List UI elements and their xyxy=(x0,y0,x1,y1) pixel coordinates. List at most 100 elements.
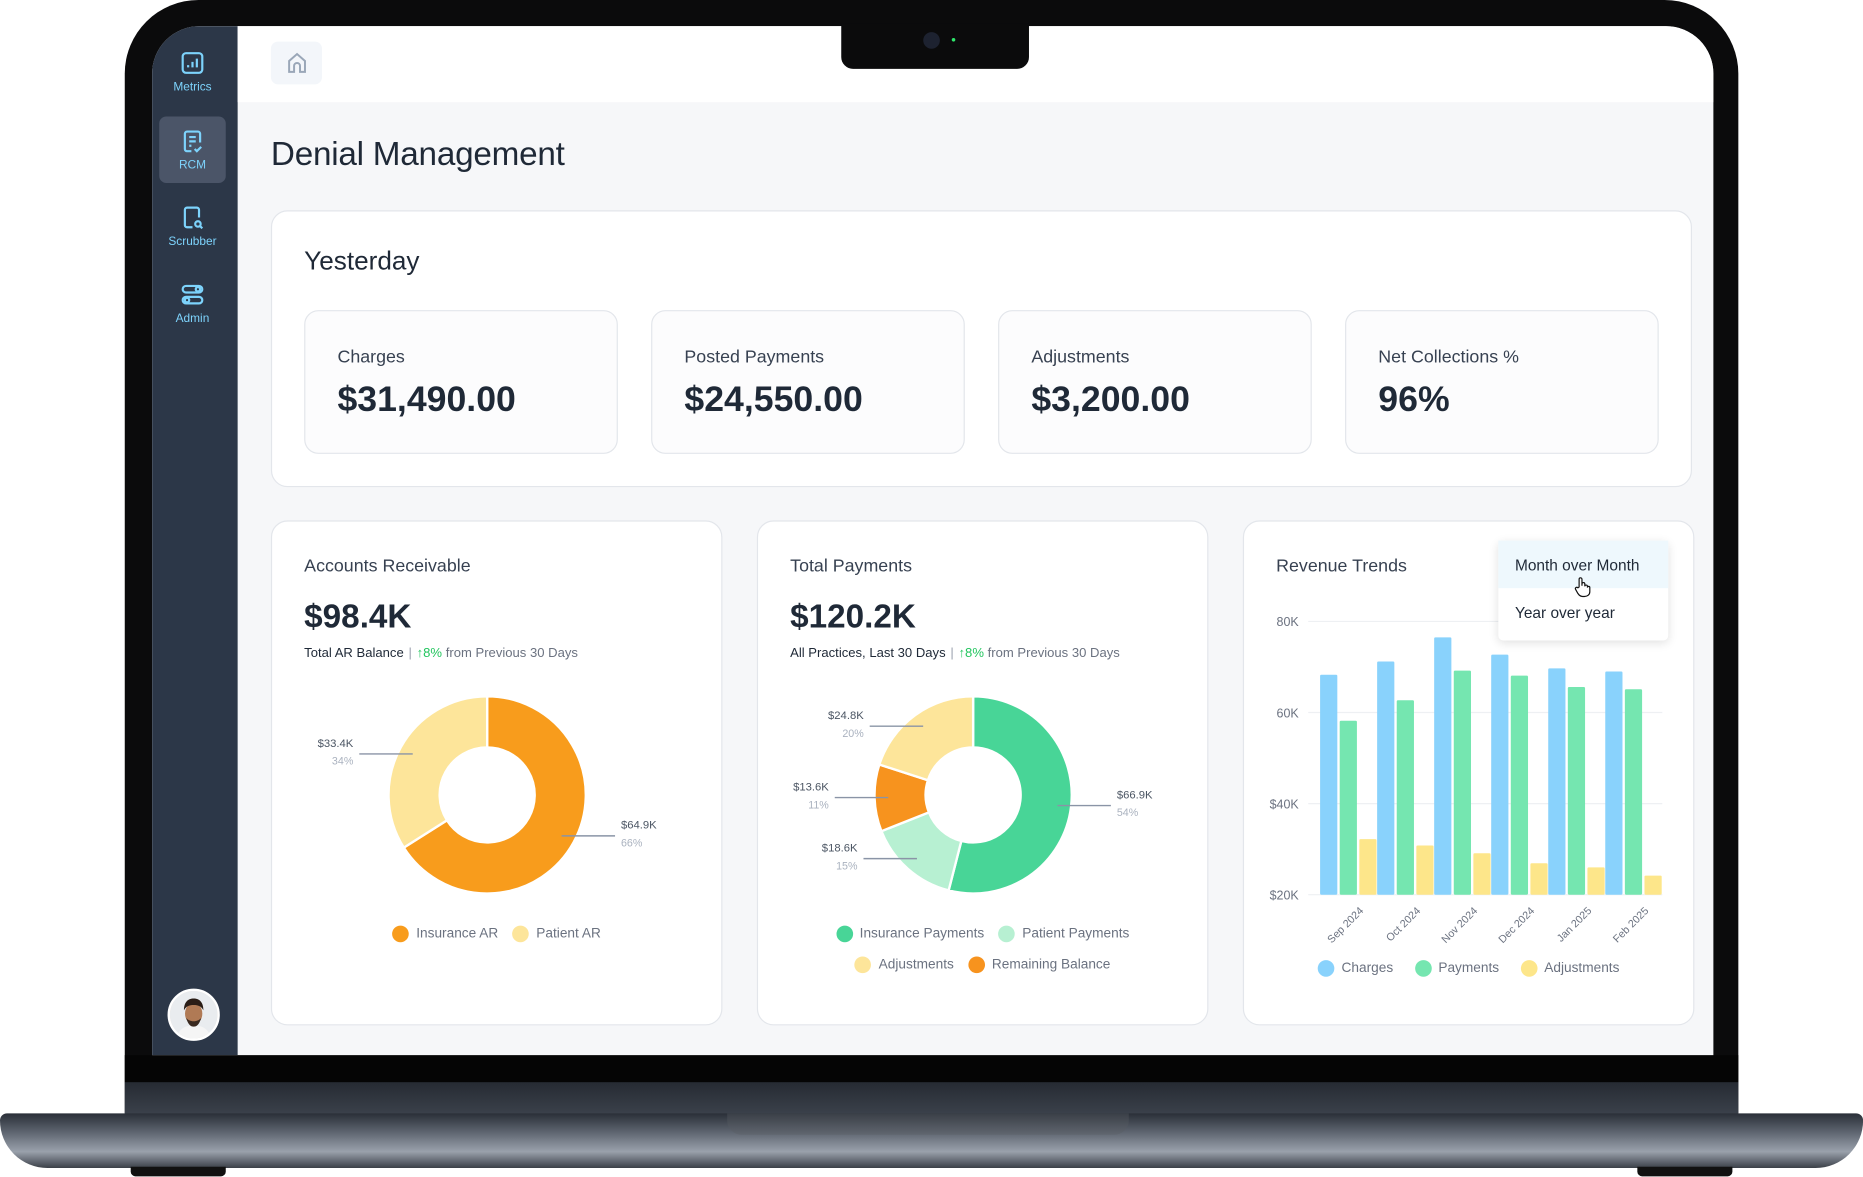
slice-percent-label: 20% xyxy=(842,728,864,740)
x-tick-label: Dec 2024 xyxy=(1496,905,1537,946)
change-text: from Previous 30 Days xyxy=(987,646,1120,661)
stat-value: $24,550.00 xyxy=(684,380,863,420)
sidebar-item-label: RCM xyxy=(178,158,207,172)
stat-value: $31,490.00 xyxy=(337,380,516,420)
legend-item[interactable]: Patient AR xyxy=(512,925,601,943)
legend-item[interactable]: Adjustments xyxy=(1520,960,1619,977)
sidebar-item-label: Metrics xyxy=(173,80,212,94)
y-tick-label: $40K xyxy=(1270,797,1300,811)
legend-item[interactable]: Insurance Payments xyxy=(835,925,984,943)
stat-card-charges: Charges $31,490.00 xyxy=(304,310,618,454)
legend-swatch xyxy=(512,925,530,943)
legend-item[interactable]: Payments xyxy=(1414,960,1499,977)
legend-label: Charges xyxy=(1341,961,1394,976)
chart-legend: Charges Payments Adjustments xyxy=(1244,960,1693,977)
legend-swatch xyxy=(854,956,872,974)
sidebar: Metrics RCM Scrubber Admin xyxy=(152,26,238,1056)
screen: Metrics RCM Scrubber Admin Denial xyxy=(152,26,1714,1056)
card-subtitle: Total AR Balance | ↑8% from Previous 30 Da… xyxy=(304,646,578,661)
legend-swatch xyxy=(998,925,1016,943)
camera-icon xyxy=(923,32,940,49)
subtitle-text: Total AR Balance xyxy=(304,646,404,661)
laptop-foot xyxy=(1637,1166,1733,1177)
option-month-over-month[interactable]: Month over Month xyxy=(1498,540,1669,589)
slice-value-label: $64.9K xyxy=(621,820,657,832)
home-button[interactable] xyxy=(270,41,323,85)
accounts-receivable-card: Accounts Receivable $98.4K Total AR Bala… xyxy=(270,520,723,1026)
home-icon xyxy=(287,52,306,73)
camera-led xyxy=(951,38,956,42)
sidebar-item-label: Scrubber xyxy=(168,234,217,248)
chart-legend: Insurance Payments Patient Payments Adjust… xyxy=(758,925,1207,974)
option-year-over-year[interactable]: Year over year xyxy=(1514,603,1615,621)
legend-label: Adjustments xyxy=(1544,961,1620,976)
slice-percent-label: 15% xyxy=(836,860,858,872)
payments-donut-chart: $66.9K 54% $18.6K 15% $13.6K 11% $24.8K 20% xyxy=(793,695,1153,895)
legend-swatch xyxy=(968,956,985,974)
change-badge: ↑8% xyxy=(416,646,443,661)
x-tick-label: Feb 2025 xyxy=(1611,905,1651,945)
donut-slice xyxy=(402,695,587,895)
bar xyxy=(1605,671,1623,895)
bar xyxy=(1453,670,1471,895)
legend-label: Adjustments xyxy=(878,957,954,972)
legend-label: Insurance AR xyxy=(416,926,499,942)
card-title: Revenue Trends xyxy=(1276,556,1407,577)
stat-label: Net Collections % xyxy=(1378,346,1519,368)
slice-value-label: $13.6K xyxy=(793,781,829,793)
legend-swatch xyxy=(1317,960,1335,977)
x-tick-label: Nov 2024 xyxy=(1439,905,1480,946)
comparison-dropdown-menu: Month over Month Year over year xyxy=(1498,540,1669,641)
slice-value-label: $24.8K xyxy=(828,710,864,722)
total-payments-card: Total Payments $120.2K All Practices, La… xyxy=(756,520,1209,1026)
legend-item[interactable]: Insurance AR xyxy=(392,925,499,943)
legend-item[interactable]: Patient Payments xyxy=(998,925,1130,943)
stat-label: Posted Payments xyxy=(684,346,825,368)
sidebar-item-label: Admin xyxy=(175,311,210,325)
bar xyxy=(1491,654,1509,895)
legend-swatch xyxy=(1520,960,1538,977)
stat-label: Adjustments xyxy=(1031,346,1130,368)
sidebar-item-rcm[interactable]: RCM xyxy=(159,116,226,183)
bar xyxy=(1320,674,1338,895)
ar-donut-chart: $64.9K 66% $33.4K 34% xyxy=(318,695,657,895)
y-tick-label: $20K xyxy=(1270,888,1300,902)
slice-value-label: $18.6K xyxy=(822,842,858,854)
document-search-icon xyxy=(183,205,204,229)
slice-percent-label: 66% xyxy=(621,838,643,850)
bar xyxy=(1377,661,1395,895)
sidebar-item-admin[interactable]: Admin xyxy=(159,270,226,337)
bar xyxy=(1548,668,1566,895)
card-title: Accounts Receivable xyxy=(304,556,471,577)
bar-chart-icon xyxy=(181,51,204,74)
revenue-bar-chart: 80K 60K $40K $20K Sep 2024 Oct 2024 Nov 2024 De… xyxy=(1270,615,1663,946)
x-tick-label: Oct 2024 xyxy=(1384,905,1423,944)
bar xyxy=(1530,863,1548,895)
x-tick-label: Sep 2024 xyxy=(1325,905,1366,946)
slice-percent-label: 34% xyxy=(332,756,354,768)
legend-label: Patient Payments xyxy=(1022,926,1130,942)
sidebar-item-metrics[interactable]: Metrics xyxy=(159,38,226,105)
x-tick-label: Jan 2025 xyxy=(1555,905,1595,945)
legend-item[interactable]: Charges xyxy=(1317,960,1394,977)
card-value: $98.4K xyxy=(304,597,412,635)
card-title: Total Payments xyxy=(790,556,912,577)
change-badge: ↑8% xyxy=(958,646,984,661)
legend-item[interactable]: Remaining Balance xyxy=(968,956,1110,974)
sidebar-item-scrubber[interactable]: Scrubber xyxy=(159,192,226,259)
bar xyxy=(1510,675,1529,895)
laptop-hinge xyxy=(124,1055,1739,1115)
y-tick-label: 60K xyxy=(1277,706,1300,720)
legend-item[interactable]: Adjustments xyxy=(854,956,954,974)
avatar[interactable] xyxy=(167,988,220,1041)
legend-swatch xyxy=(835,925,853,943)
slice-percent-label: 54% xyxy=(1117,807,1139,819)
document-check-icon xyxy=(183,129,202,153)
stat-card-posted-payments: Posted Payments $24,550.00 xyxy=(651,310,965,454)
change-text: from Previous 30 Days xyxy=(445,646,578,661)
toggles-icon xyxy=(181,284,204,304)
legend-label: Patient AR xyxy=(536,926,601,942)
y-tick-label: 80K xyxy=(1277,615,1300,629)
stat-value: $3,200.00 xyxy=(1031,380,1190,420)
legend-swatch xyxy=(392,925,410,943)
